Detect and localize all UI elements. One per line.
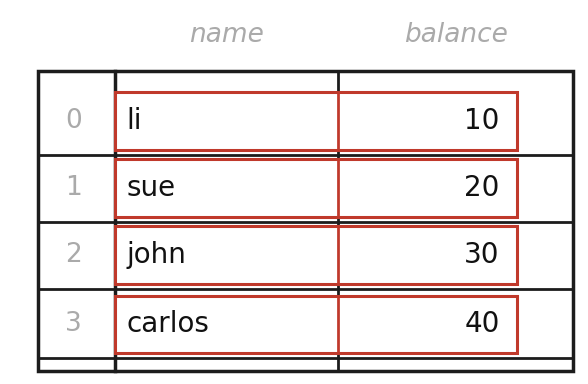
Text: 3: 3 xyxy=(65,311,82,338)
Bar xyxy=(38,71,573,371)
Text: sue: sue xyxy=(126,174,176,202)
Text: 10: 10 xyxy=(465,107,500,135)
Bar xyxy=(115,92,517,150)
Text: 40: 40 xyxy=(465,311,500,338)
Bar xyxy=(115,227,517,284)
Text: name: name xyxy=(189,22,264,48)
Text: 1: 1 xyxy=(65,175,82,201)
Text: balance: balance xyxy=(404,22,507,48)
Text: 20: 20 xyxy=(465,174,500,202)
Text: 0: 0 xyxy=(65,108,82,134)
Text: john: john xyxy=(126,242,186,269)
Text: li: li xyxy=(126,107,142,135)
Text: 2: 2 xyxy=(65,242,82,268)
Text: 30: 30 xyxy=(465,242,500,269)
Bar xyxy=(115,296,517,353)
Text: carlos: carlos xyxy=(126,311,209,338)
Bar xyxy=(115,159,517,217)
